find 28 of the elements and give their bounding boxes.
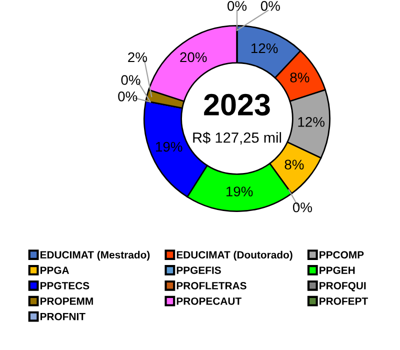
- legend-label: PPGEH: [320, 266, 355, 274]
- legend-label: EDUCIMAT (Doutorado): [176, 250, 292, 261]
- data-label: 12%: [251, 43, 278, 54]
- legend-label: EDUCIMAT (Mestrado): [40, 250, 150, 261]
- data-label: 19%: [226, 186, 253, 196]
- legend-label: PPGA: [40, 266, 70, 274]
- text: 0%: [292, 202, 312, 212]
- legend-label: PROPEMM: [40, 297, 93, 305]
- legend-label: PROFQUI: [320, 282, 366, 292]
- legend-label: PROFLETRAS: [176, 282, 246, 290]
- data-label: 2%: [128, 52, 147, 62]
- text: R$ 127,25 mil: [193, 132, 282, 145]
- data-label: 8%: [284, 160, 304, 170]
- data-label: 8%: [290, 72, 310, 82]
- text: 0%: [121, 75, 140, 85]
- data-label: 20%: [180, 52, 207, 62]
- data-label: 19%: [156, 142, 182, 152]
- legend-label: PPCOMP: [320, 251, 364, 259]
- legend-label: PROFEPT: [320, 297, 368, 305]
- legend-label: PPGEFIS: [176, 266, 221, 274]
- legend-label: PPGTECS: [40, 282, 90, 290]
- data-label: 12%: [298, 117, 324, 127]
- text: 0%: [118, 92, 138, 102]
- text: 0%: [260, 1, 280, 11]
- text: 0%: [228, 1, 247, 11]
- text: 2023: [204, 94, 270, 116]
- legend-label: PROFNIT: [40, 312, 86, 320]
- legend-label: PROPECAUT: [176, 297, 242, 305]
